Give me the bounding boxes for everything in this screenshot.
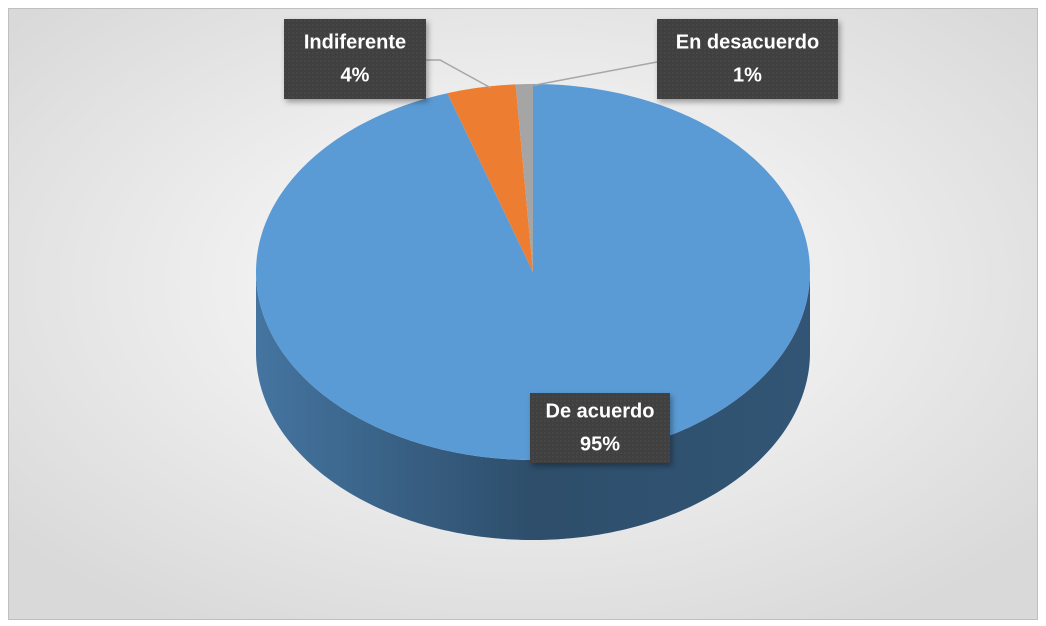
slice — [515, 84, 533, 272]
label-box — [530, 393, 670, 463]
label-box — [284, 19, 426, 99]
value-label: 1% — [733, 64, 762, 86]
label-box — [657, 19, 838, 99]
pie — [256, 84, 810, 540]
category-label: En desacuerdo — [676, 31, 819, 53]
value-label: 4% — [341, 64, 370, 86]
slice — [447, 84, 533, 273]
leader-line — [529, 61, 658, 87]
leader-line — [426, 59, 492, 89]
labels: De acuerdo 95% Indiferente 4% En desacuerdo 1… — [284, 19, 838, 463]
value-label: 95% — [580, 433, 620, 455]
category-label: Indiferente — [304, 31, 406, 53]
category-label: De acuerdo — [546, 400, 655, 422]
slice-side-shade — [256, 272, 810, 540]
